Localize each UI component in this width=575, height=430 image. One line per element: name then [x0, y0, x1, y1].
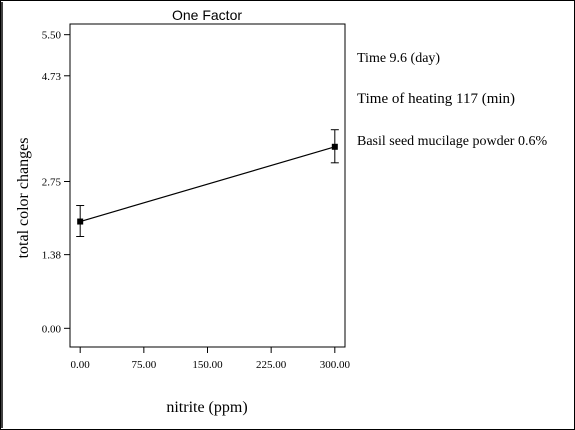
y-tick-label: 0.00 — [42, 323, 62, 335]
annotation-heating: Time of heating 117 (min) — [357, 91, 515, 107]
series-line — [80, 146, 335, 223]
x-tick-label: 75.00 — [131, 359, 156, 371]
x-tick-label: 0.00 — [71, 359, 91, 371]
y-axis-label: total color changes — [15, 138, 32, 259]
y-tick-label: 4.73 — [42, 71, 62, 83]
x-axis-label: nitrite (ppm) — [166, 399, 247, 416]
annotation-time: Time 9.6 (day) — [357, 51, 440, 66]
y-axis: 0.00 1.38 2.75 4.73 5.50 — [42, 30, 70, 335]
x-tick-label: 300.00 — [320, 359, 351, 371]
y-tick-label: 1.38 — [42, 250, 62, 262]
y-tick-label: 2.75 — [42, 176, 62, 188]
data-point — [77, 218, 84, 225]
x-axis: 0.00 75.00 150.00 225.00 300.00 — [71, 347, 351, 371]
annotation-basil: Basil seed mucilage powder 0.6% — [357, 134, 547, 149]
series-marks — [76, 129, 339, 237]
chart-title: One Factor — [172, 7, 242, 23]
data-point — [331, 143, 338, 150]
x-tick-label: 225.00 — [256, 359, 287, 371]
y-tick-label: 5.50 — [42, 30, 62, 42]
x-tick-label: 150.00 — [192, 359, 223, 371]
